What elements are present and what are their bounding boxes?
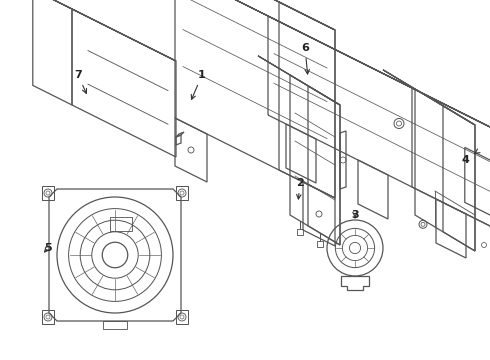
Text: 2: 2 — [296, 178, 304, 199]
Text: 4: 4 — [461, 149, 480, 165]
Text: 3: 3 — [351, 210, 359, 220]
Text: 1: 1 — [191, 70, 206, 99]
Text: 6: 6 — [301, 43, 309, 74]
Text: 7: 7 — [74, 70, 87, 93]
Text: 5: 5 — [44, 243, 52, 253]
